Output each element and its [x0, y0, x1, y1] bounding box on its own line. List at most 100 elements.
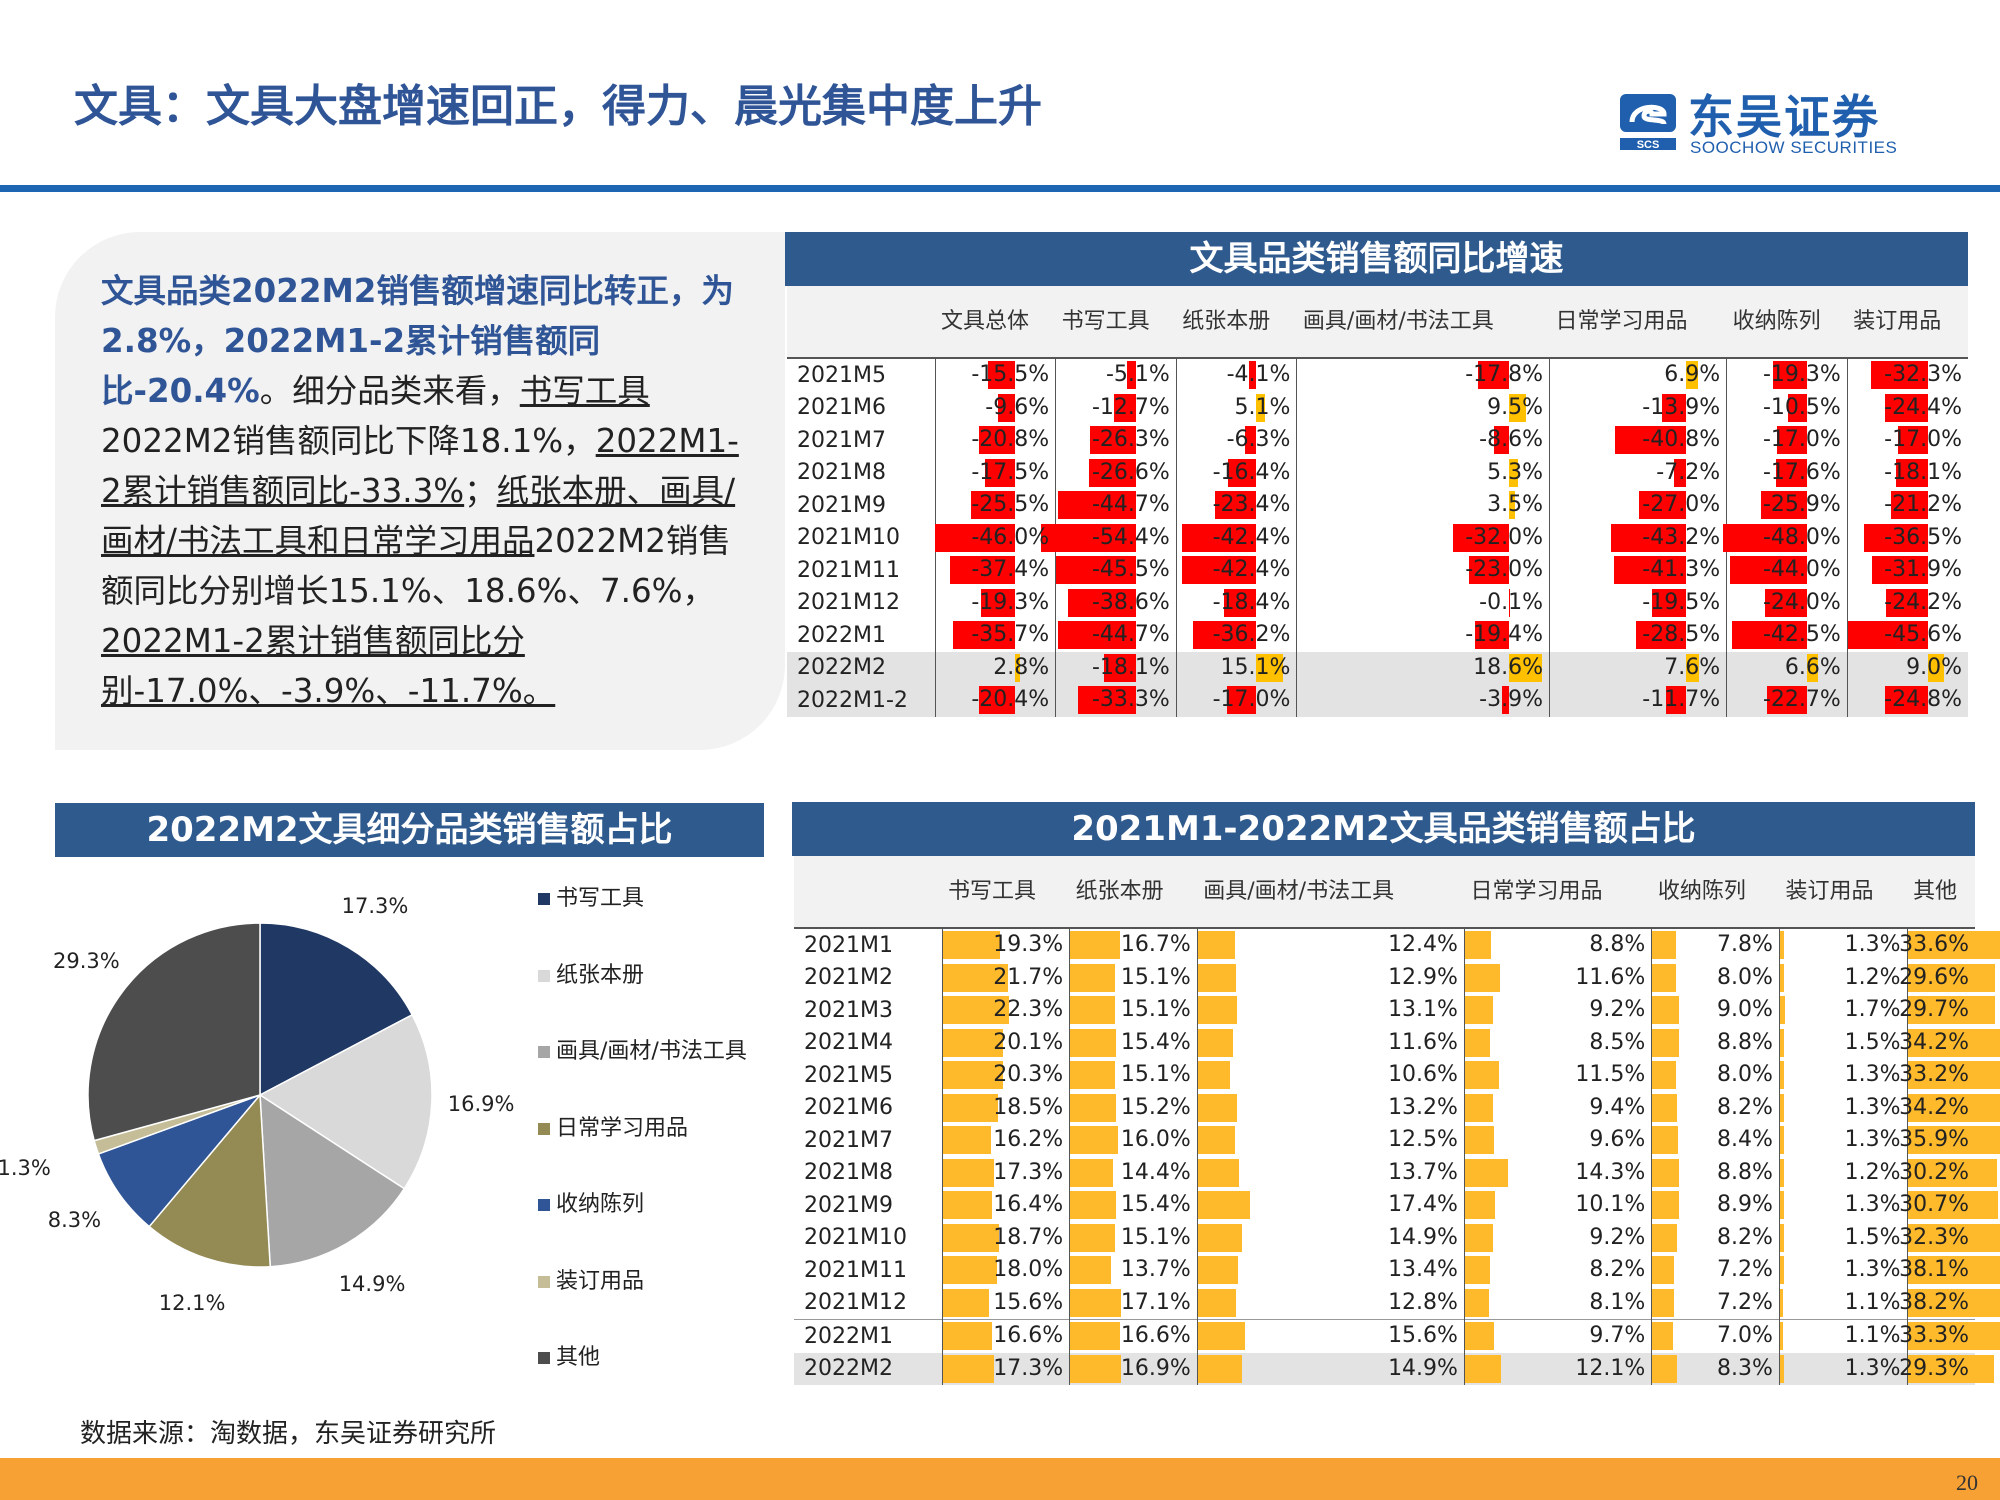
table-cell: 12.8%: [1197, 1286, 1465, 1320]
share-table: 书写工具 纸张本册 画具/画材/书法工具 日常学习用品 收纳陈列 装订用品 其他 2021M1…: [794, 856, 2000, 1385]
table-cell: 15.6%: [1197, 1319, 1465, 1353]
cell-value: 14.9%: [1388, 1355, 1458, 1381]
cell-bar: [1907, 1028, 2000, 1057]
cell-bar: [1215, 491, 1257, 519]
cell-bar: [1732, 621, 1807, 649]
cell-value: -19.5%: [1642, 589, 1721, 615]
cell-value: 15.1%: [1120, 1224, 1191, 1250]
cell-value: 19.3%: [993, 932, 1064, 957]
cell-value: 15.4%: [1120, 1192, 1191, 1217]
table-row: 2021M7 -20.8% -26.3% -6.3% -8.6% -40.8% -17.0%…: [787, 424, 1968, 457]
table-cell: 30.2%: [1899, 1157, 1997, 1190]
cell-bar: [1070, 1256, 1112, 1284]
cell-value: 7.8%: [1717, 932, 1773, 957]
cell-bar: [1779, 1061, 1784, 1089]
table-cell: 7.2%: [1651, 1286, 1780, 1320]
cell-value: -25.9%: [1762, 492, 1841, 517]
cell-bar: [1256, 393, 1266, 422]
cell-bar: [1636, 621, 1687, 649]
table-cell: 19.3%: [942, 928, 1071, 962]
legend-item: 其他: [538, 1339, 600, 1371]
cell-bar: [1652, 1354, 1678, 1383]
cell-bar: [1070, 1354, 1121, 1383]
table-cell: 9.6%: [1464, 1124, 1653, 1157]
table-cell: -0.1%: [1296, 586, 1551, 619]
row-label: 2021M10: [794, 1221, 943, 1254]
table-cell: 12.4%: [1197, 928, 1465, 962]
summary-underline-2: 2022M1-2累计销售额同比-33.3%: [101, 422, 739, 510]
table-cell: 1.3%: [1779, 1352, 1908, 1385]
pie-slice: [87, 922, 261, 1142]
cell-bar: [970, 491, 1016, 519]
cell-value: 18.6%: [1473, 654, 1544, 680]
table-cell: 7.6%: [1549, 651, 1728, 684]
table-cell: 13.1%: [1197, 994, 1465, 1027]
cell-bar: [1477, 361, 1510, 389]
row-label: 2021M7: [794, 1124, 943, 1157]
company-logo: SCS 东吴证券 SOOCHOW SECURITIES: [1618, 92, 1898, 160]
cell-bar: [1197, 1093, 1238, 1122]
cell-bar: [1197, 931, 1235, 959]
pie-slice: [97, 1093, 263, 1228]
table-cell: 9.0%: [1847, 651, 1968, 684]
cell-bar: [1502, 686, 1510, 714]
legend-label: 画具/画材/书法工具: [556, 1039, 747, 1064]
summary-part-2: 2022M2销售额同比下降18.1%，: [101, 422, 596, 460]
table-cell: -42.4%: [1176, 521, 1298, 554]
table-cell: 14.9%: [1197, 1221, 1465, 1254]
cell-bar: [1493, 426, 1510, 454]
cell-value: -19.3%: [1762, 362, 1841, 387]
cell-bar: [1779, 963, 1784, 992]
table-cell: -19.5%: [1549, 586, 1728, 619]
table-header-row: 文具总体 书写工具 纸张本册 画具/画材/书法工具 日常学习用品 收纳陈列 装订用品: [787, 286, 1968, 359]
table-cell: 9.2%: [1464, 994, 1653, 1027]
cell-value: -26.3%: [1091, 427, 1170, 452]
cell-bar: [1896, 458, 1928, 487]
table-cell: -18.4%: [1176, 586, 1298, 619]
table-cell: -9.6%: [935, 391, 1057, 424]
column-header: 装订用品: [1847, 286, 1968, 359]
table-cell: 17.3%: [942, 1156, 1071, 1189]
cell-value: 15.4%: [1120, 1029, 1191, 1055]
pie-slice-label: 16.9%: [447, 1092, 515, 1116]
table-cell: 11.5%: [1464, 1059, 1653, 1092]
cell-value: -18.1%: [1091, 654, 1170, 680]
cell-value: 1.3%: [1844, 1094, 1901, 1120]
cell-bar: [942, 1322, 993, 1350]
row-label: 2021M12: [794, 1286, 943, 1320]
cell-bar: [1652, 996, 1680, 1024]
table-cell: 8.2%: [1651, 1221, 1780, 1254]
table-cell: 11.6%: [1464, 961, 1653, 994]
cell-value: 15.1%: [1220, 654, 1291, 680]
cell-bar: [1464, 1158, 1508, 1187]
table-cell: 8.4%: [1651, 1124, 1780, 1157]
cell-bar: [1652, 1028, 1679, 1057]
cell-bar: [1848, 621, 1928, 649]
table-cell: 16.4%: [942, 1189, 1071, 1222]
cell-value: 11.6%: [1575, 964, 1646, 990]
cell-value: -44.7%: [1091, 492, 1170, 517]
cell-value: -42.4%: [1212, 524, 1291, 550]
table-cell: -24.2%: [1847, 587, 1968, 620]
cell-bar: [1928, 653, 1944, 682]
pie-chart: [87, 922, 433, 1268]
cell-value: 8.5%: [1589, 1029, 1646, 1055]
table-row: 2021M2 21.7% 15.1% 12.9% 11.6% 8.0% 1.2% 29.6%: [794, 961, 1995, 994]
table-cell: 15.4%: [1069, 1189, 1198, 1222]
page-title: 文具：文具大盘增速回正，得力、晨光集中度上升: [74, 81, 1042, 132]
cell-bar: [1907, 1191, 1999, 1219]
cell-value: -24.0%: [1762, 589, 1841, 615]
cell-value: 5.3%: [1487, 459, 1544, 485]
table-row: 2022M1 16.6% 16.6% 15.6% 9.7% 7.0% 1.1% 33.3%: [794, 1319, 2000, 1353]
table-cell: 1.3%: [1779, 928, 1908, 962]
cell-bar: [1871, 361, 1928, 389]
cell-value: 8.9%: [1717, 1192, 1773, 1217]
cell-value: 16.9%: [1120, 1355, 1191, 1381]
cell-value: -17.5%: [971, 459, 1050, 485]
table-row: 2022M1-2 -20.4% -33.3% -17.0% -3.9% -11.7% -22…: [787, 684, 1968, 717]
pie-slice-label: 12.1%: [158, 1290, 226, 1315]
cell-bar: [1070, 1061, 1116, 1089]
table-cell: -32.0%: [1296, 521, 1551, 554]
column-header: 画具/画材/书法工具: [1197, 856, 1465, 929]
cell-value: 14.4%: [1120, 1159, 1191, 1185]
